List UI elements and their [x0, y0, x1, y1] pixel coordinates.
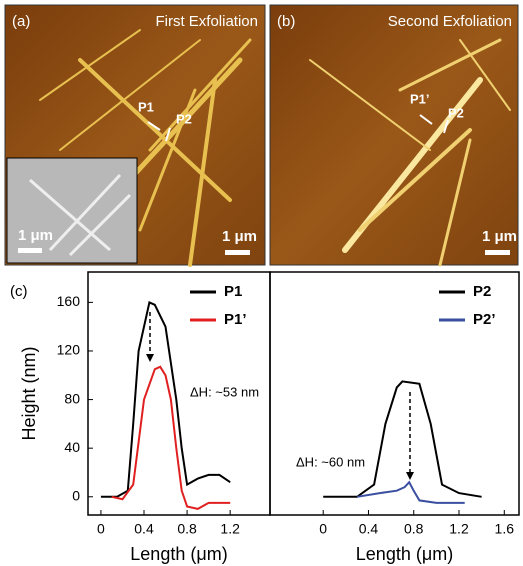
scale-label: 1 μm: [222, 228, 257, 245]
y-tick-label: 160: [57, 293, 81, 309]
fibers: [39, 29, 252, 267]
x-axis-label: Length (μm): [356, 544, 453, 564]
panel-label: (b): [277, 13, 295, 30]
scale-bar: [225, 250, 250, 255]
panel-b: (b) Second Exfoliation P1’ P2 1 μm: [269, 4, 519, 267]
data-line: [100, 300, 231, 498]
point-label: P2: [176, 111, 192, 126]
profile-line: [419, 114, 433, 125]
scale-label: 1 μm: [482, 228, 517, 245]
scale-bar: [18, 248, 42, 253]
scale-label: 1 μm: [18, 227, 53, 244]
fibers: [309, 38, 511, 267]
data-line: [323, 380, 482, 498]
legend-label: P2’: [473, 311, 496, 328]
y-tick-label: 80: [64, 390, 80, 406]
panel-label: (a): [12, 13, 30, 30]
annotation: ΔH: ~60 nm: [296, 454, 365, 469]
panel-title: Second Exfoliation: [388, 13, 512, 30]
point-label: P1: [138, 99, 154, 114]
plot-frame: [269, 271, 520, 516]
x-tick-label: 0: [97, 521, 105, 537]
legend-label: P1: [224, 283, 242, 300]
x-axis-label: Length (μm): [130, 544, 227, 564]
x-tick-label: 0.8: [404, 521, 424, 537]
sem-inset: [6, 157, 138, 264]
y-tick-label: 0: [72, 487, 80, 503]
afm-image: [269, 4, 519, 266]
profile-line: [165, 127, 171, 142]
profile-line: [443, 119, 449, 134]
x-tick-label: 0.4: [359, 521, 379, 537]
data-line: [356, 480, 465, 504]
y-axis-label: Height (nm): [19, 346, 39, 440]
annotation: ΔH: ~53 nm: [190, 384, 259, 399]
x-tick-label: 1.2: [220, 521, 240, 537]
point-label: P2: [448, 105, 464, 120]
x-tick-label: 0.8: [177, 521, 197, 537]
panel-title: First Exfoliation: [155, 13, 258, 30]
data-line: [111, 365, 231, 510]
scale-bar: [485, 250, 510, 255]
legend-label: P2: [473, 283, 491, 300]
x-tick-label: 0.4: [134, 521, 154, 537]
profile-line: [147, 121, 161, 131]
panel-label: (c): [10, 283, 28, 300]
arrow-head: [406, 472, 414, 480]
legend-label: P1’: [224, 311, 247, 328]
point-label: P1’: [410, 91, 430, 106]
panel-a: (a) First Exfoliation P1 P2 1 μm 1 μm: [4, 4, 266, 267]
x-tick-label: 1.6: [495, 521, 515, 537]
arrow-head: [146, 354, 154, 362]
y-tick-label: 40: [64, 439, 80, 455]
y-tick-label: 120: [57, 342, 81, 358]
inset-fibers: [29, 173, 132, 257]
x-tick-label: 1.2: [449, 521, 469, 537]
x-tick-label: 0: [319, 521, 327, 537]
